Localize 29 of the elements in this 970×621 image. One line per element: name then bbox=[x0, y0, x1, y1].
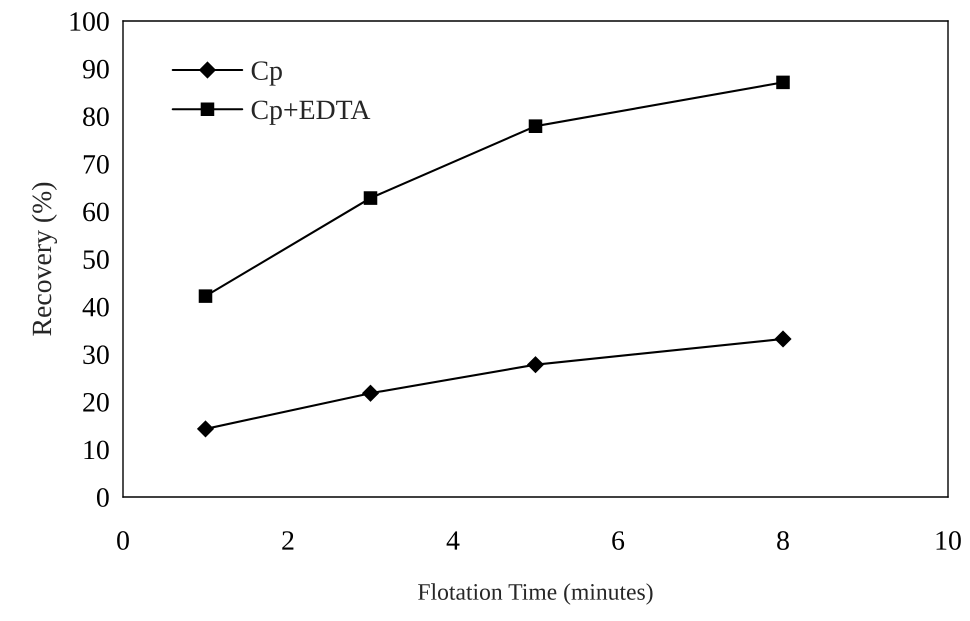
point bbox=[776, 76, 790, 90]
y-tick-label: 50 bbox=[84, 250, 109, 269]
y-tick-label: 70 bbox=[84, 154, 109, 174]
y-tick-label: 0 bbox=[96, 488, 109, 507]
legend-label: Cp+EDTA bbox=[252, 100, 370, 125]
x-tick-label: 2 bbox=[282, 531, 294, 550]
y-tick-label: 60 bbox=[83, 202, 109, 222]
x-tick-label: 8 bbox=[777, 531, 789, 550]
y-tick-label: 90 bbox=[82, 60, 109, 79]
point bbox=[528, 119, 542, 133]
x-tick-label: 0 bbox=[117, 531, 129, 550]
y-tick-label: 100 bbox=[70, 12, 109, 31]
point bbox=[362, 384, 379, 402]
y-tick-label: 20 bbox=[83, 392, 109, 412]
x-tick-label: 4 bbox=[446, 531, 460, 550]
x-axis-title: Flotation Time (minutes) bbox=[418, 583, 653, 605]
x-tick-label: 6 bbox=[612, 531, 624, 550]
y-tick-label: 80 bbox=[83, 107, 109, 126]
point bbox=[774, 330, 792, 348]
y-tick-label: 30 bbox=[83, 345, 109, 364]
point bbox=[198, 289, 212, 303]
y-axis-title: Recovery (%) bbox=[32, 182, 58, 336]
y-tick-label: 40 bbox=[82, 298, 109, 317]
x-tick-label: 10 bbox=[936, 531, 961, 550]
point bbox=[364, 191, 378, 205]
point bbox=[197, 420, 214, 438]
y-tick-label: 10 bbox=[84, 440, 109, 460]
legend-label: Cp bbox=[252, 61, 282, 86]
point bbox=[527, 356, 544, 374]
